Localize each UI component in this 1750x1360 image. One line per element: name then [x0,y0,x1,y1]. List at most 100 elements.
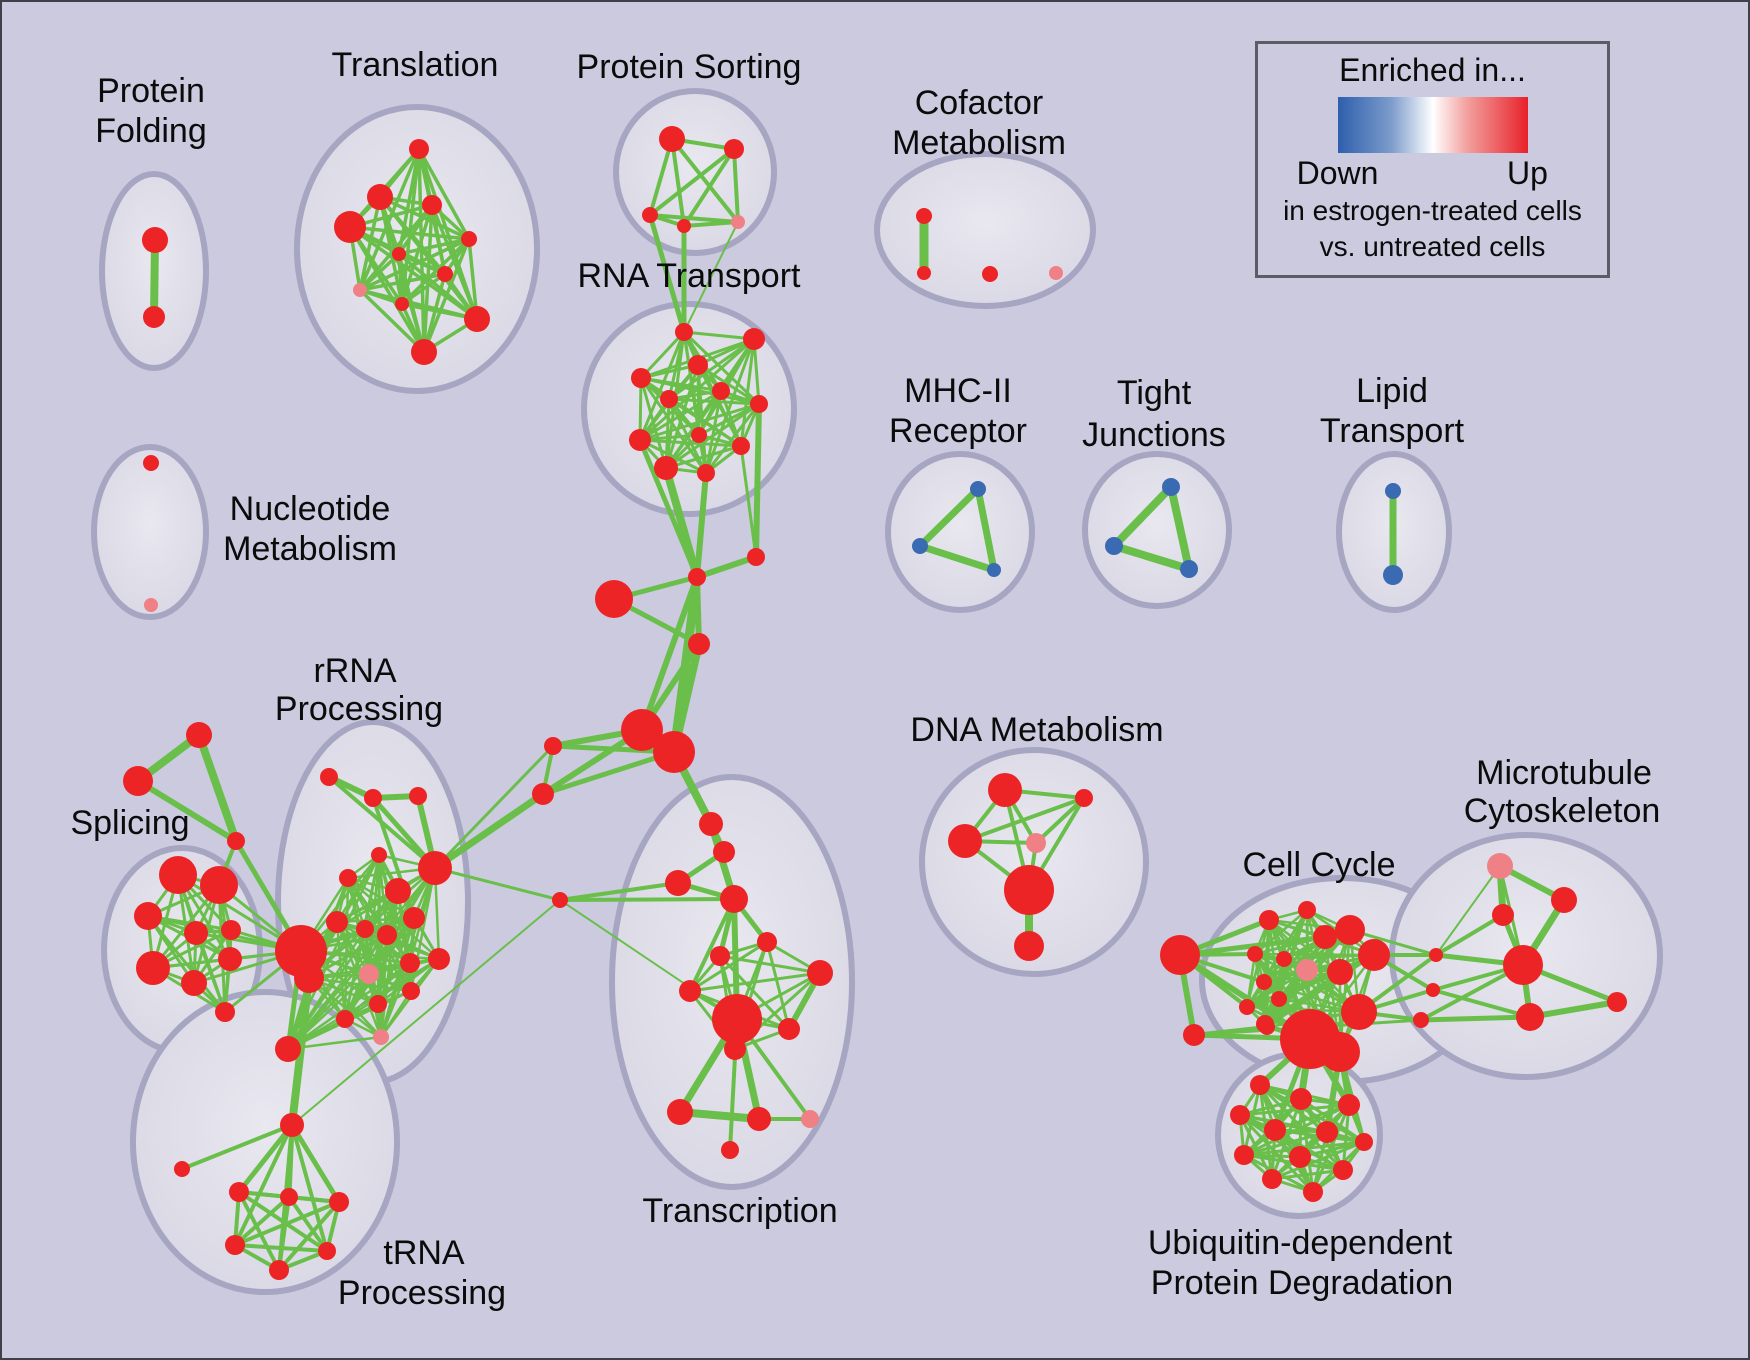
cluster-label-cell-cycle-line1: Cell Cycle [1242,846,1395,884]
gene-set-node-76 [377,925,397,945]
edge [431,790,547,872]
gene-set-node-74 [326,911,348,933]
cluster-label-lipid-transport-line1: Lipid [1356,372,1428,410]
edge [1245,968,1309,1009]
gene-set-node-7 [392,247,406,261]
gene-set-node-86 [174,1161,190,1177]
edge [670,137,740,224]
gene-set-node-70 [339,869,357,887]
edge [379,989,413,1039]
legend-subtitle-line1: in estrogen-treated cells [1283,195,1582,226]
gene-set-node-56 [200,866,238,904]
legend-down-label: Down [1296,155,1379,191]
gene-set-node-50 [143,455,159,471]
gene-set-node-100 [807,960,833,986]
gene-set-node-94 [699,812,723,836]
edge [1034,796,1086,845]
edge [290,1123,329,1253]
cluster-label-rna-transport-line1: RNA Transport [578,257,802,295]
gene-set-node-112 [1026,833,1046,853]
gene-set-node-107 [801,1110,819,1128]
cluster-label-ubiquitin-dependent-protein-degradation-line2: Protein Degradation [1151,1264,1453,1302]
gene-set-node-153 [1262,1169,1282,1189]
gene-set-node-82 [359,964,379,984]
edge [233,1195,291,1247]
gene-set-node-63 [215,1002,235,1022]
edge [558,897,736,902]
edge [397,252,479,321]
edge [648,147,736,217]
gene-set-node-102 [712,994,762,1044]
gene-set-node-44 [987,563,1001,577]
gene-set-node-32 [654,456,678,480]
gene-set-node-81 [336,1010,354,1028]
gene-set-node-21 [1049,266,1063,280]
gene-set-node-135 [1551,887,1577,913]
cluster-ellipse-mhc-ii-receptor [885,451,1035,613]
edge [739,337,756,448]
edge [682,147,736,228]
edge [648,137,674,217]
gene-set-node-57 [134,902,162,930]
gene-set-node-116 [1183,1024,1205,1046]
gene-set-node-30 [691,427,707,443]
gene-set-node-19 [917,266,931,280]
gene-set-node-22 [675,323,693,341]
edge [379,961,412,1039]
edge [559,899,738,1020]
gene-set-node-143 [1250,1075,1270,1095]
edge [236,1122,295,1195]
gene-set-node-62 [218,947,242,971]
gene-set-node-31 [732,437,750,455]
gene-set-node-2 [409,139,429,159]
gene-set-node-27 [712,382,730,400]
gene-set-node-88 [280,1188,298,1206]
cluster-label-rrna-processing-line1: rRNA [313,652,396,690]
cluster-label-protein-sorting-line1: Protein Sorting [577,48,802,86]
edge [1242,1130,1329,1157]
gene-set-node-101 [679,980,701,1002]
edge [647,212,687,335]
gene-set-node-141 [1426,983,1440,997]
edge [694,554,759,580]
gene-set-node-83 [373,1029,389,1045]
gene-set-node-103 [778,1018,800,1040]
gene-set-node-40 [544,737,562,755]
gene-set-node-54 [227,832,245,850]
edge [1270,1168,1345,1181]
edge [739,444,758,559]
edge [1110,483,1175,550]
gene-set-node-68 [409,787,427,805]
gene-set-node-84 [275,1036,301,1062]
gene-set-node-59 [221,920,241,940]
gene-set-node-80 [369,995,387,1013]
edge [433,866,562,902]
legend-gradient-bar [1337,97,1528,153]
edge [753,401,762,560]
gene-set-node-98 [757,932,777,952]
cluster-label-microtubule-cytoskeleton-line2: Cytoskeleton [1464,792,1661,830]
edge [670,137,686,228]
gene-set-node-92 [269,1260,289,1280]
edge [291,899,561,1126]
gene-set-node-16 [677,219,691,233]
edge [637,437,700,580]
edge [638,402,761,442]
edge [916,485,982,550]
gene-set-node-114 [1014,931,1044,961]
gene-set-node-6 [461,231,477,247]
edge [286,957,441,1051]
gene-set-node-126 [1256,974,1272,990]
gene-set-node-8 [437,266,453,282]
edge [648,213,740,224]
gene-set-node-38 [621,709,663,751]
gene-set-node-49 [1383,565,1403,585]
cluster-label-mhc-ii-receptor-line2: Receptor [889,412,1027,450]
gene-set-node-11 [464,306,490,332]
gene-set-node-132 [1341,994,1377,1030]
gene-set-node-136 [1492,904,1514,926]
gene-set-node-9 [353,283,367,297]
cluster-label-cofactor-metabolism-line2: Metabolism [892,124,1066,162]
edge [348,225,471,241]
